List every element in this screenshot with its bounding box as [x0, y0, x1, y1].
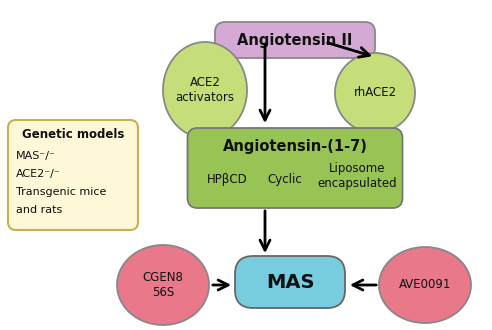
Text: HPβCD: HPβCD	[207, 174, 247, 186]
Text: MAS⁻/⁻: MAS⁻/⁻	[16, 151, 56, 161]
Text: Cyclic: Cyclic	[268, 174, 303, 186]
Text: AVE0091: AVE0091	[399, 279, 451, 291]
FancyBboxPatch shape	[8, 120, 138, 230]
Text: CGEN8
56S: CGEN8 56S	[143, 271, 184, 299]
Text: rhACE2: rhACE2	[353, 86, 397, 100]
FancyBboxPatch shape	[215, 22, 375, 58]
Text: ACE2⁻/⁻: ACE2⁻/⁻	[16, 169, 61, 179]
Text: and rats: and rats	[16, 205, 62, 215]
Ellipse shape	[163, 42, 247, 138]
Ellipse shape	[379, 247, 471, 323]
FancyBboxPatch shape	[187, 128, 402, 208]
Text: ACE2
activators: ACE2 activators	[176, 76, 235, 104]
Text: MAS: MAS	[266, 273, 314, 291]
Text: Genetic models: Genetic models	[22, 127, 124, 141]
Text: Liposome
encapsulated: Liposome encapsulated	[317, 162, 397, 190]
Text: Angiotensin II: Angiotensin II	[237, 32, 353, 48]
Ellipse shape	[117, 245, 209, 325]
Text: Transgenic mice: Transgenic mice	[16, 187, 106, 197]
Text: Angiotensin-(1-7): Angiotensin-(1-7)	[222, 139, 368, 153]
FancyBboxPatch shape	[235, 256, 345, 308]
Ellipse shape	[335, 53, 415, 133]
